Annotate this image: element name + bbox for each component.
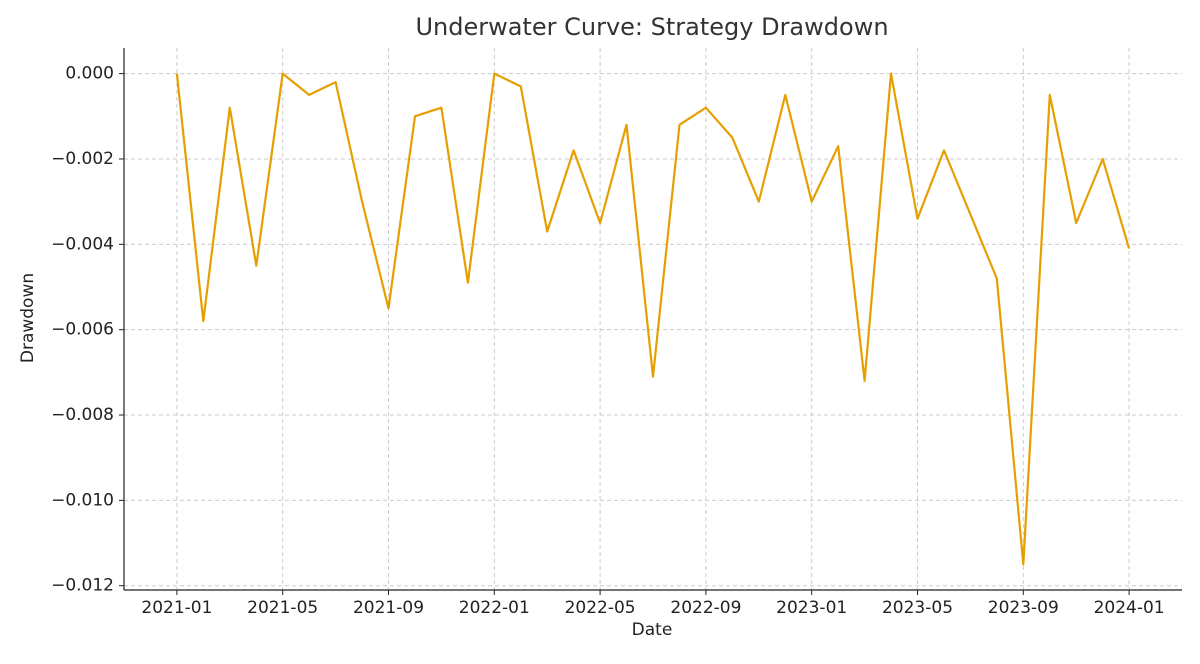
chart-title: Underwater Curve: Strategy Drawdown — [415, 13, 888, 41]
y-axis-label: Drawdown — [18, 273, 38, 363]
x-tick-label: 2022-09 — [670, 598, 741, 618]
y-tick-label: −0.012 — [51, 576, 114, 596]
x-tick-label: 2021-09 — [353, 598, 424, 618]
y-tick-label: −0.006 — [51, 320, 114, 340]
x-tick-label: 2021-01 — [141, 598, 212, 618]
y-tick-label: 0.000 — [65, 64, 114, 84]
y-tick-label: −0.008 — [51, 405, 114, 425]
y-tick-label: −0.010 — [51, 490, 114, 510]
y-tick-label: −0.004 — [51, 234, 114, 254]
x-tick-label: 2023-01 — [776, 598, 847, 618]
x-tick-label: 2023-09 — [988, 598, 1059, 618]
x-tick-label: 2024-01 — [1094, 598, 1165, 618]
x-axis-label: Date — [632, 620, 673, 640]
x-tick-label: 2022-05 — [565, 598, 636, 618]
x-tick-label: 2023-05 — [882, 598, 953, 618]
x-tick-label: 2021-05 — [247, 598, 318, 618]
drawdown-line — [175, 72, 1131, 566]
y-tick-label: −0.002 — [51, 149, 114, 169]
x-tick-label: 2022-01 — [459, 598, 530, 618]
